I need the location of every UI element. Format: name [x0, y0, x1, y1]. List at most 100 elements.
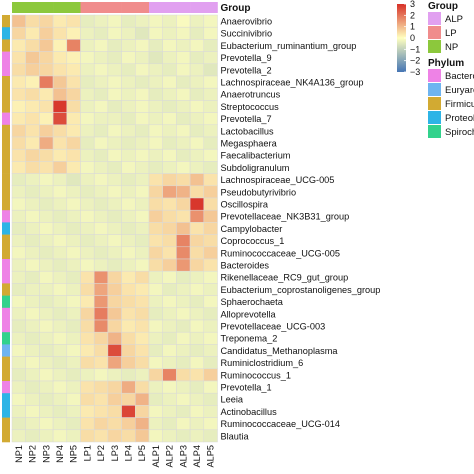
group-cell-ALP1: [149, 2, 163, 13]
cell-Bacteroides-LP3: [107, 258, 122, 272]
column-label: ALP4: [192, 445, 202, 467]
column-label: ALP5: [206, 445, 216, 467]
cell-Lachnospiraceae_NK4A136_group-LP4: [121, 75, 136, 89]
cell-Lachnospiraceae_NK4A136_group-NP3: [39, 75, 54, 89]
cell-Oscillospira-ALP1: [148, 197, 163, 211]
cell-Prevotellaceae_NK3B31_group-NP4: [52, 209, 68, 223]
cell-Anaerovibrio-NP4: [52, 14, 68, 28]
cell-Treponema_2-NP5: [66, 331, 81, 345]
cell-Prevotellaceae_UCG-003-ALP3: [176, 319, 191, 333]
cell-Faecalibacterium-ALP1: [148, 148, 163, 162]
cell-Prevotella_2-ALP1: [148, 63, 163, 77]
cell-Prevotella_2-LP5: [135, 63, 150, 77]
cell-Ruminococcaceae_UCG-005-NP2: [25, 246, 40, 260]
cell-Pseudobutyrivibrio-ALP4: [189, 185, 205, 199]
cell-Bacteroides-NP1: [11, 258, 26, 272]
cell-Prevotella_9-ALP2: [162, 51, 177, 65]
cell-Eubacterium_coprostanoligenes_group-ALP1: [148, 283, 163, 296]
cell-Alloprevotella-ALP3: [176, 307, 191, 321]
cell-Prevotella_9-ALP4: [189, 51, 205, 65]
cell-Oscillospira-NP4: [52, 197, 68, 211]
phylum-cell-Ruminococcaceae_UCG-005: [2, 246, 10, 260]
cell-Prevotella_9-NP4: [52, 51, 68, 65]
cell-Prevotella_1-LP4: [121, 380, 136, 394]
cell-Streptococcus-ALP2: [162, 100, 177, 113]
cell-Lachnospiraceae_NK4A136_group-ALP5: [203, 75, 218, 89]
cell-Ruminococcaceae_UCG-014-LP4: [121, 417, 136, 431]
cell-Campylobacter-LP4: [121, 222, 136, 235]
cell-Succinivibrio-LP4: [121, 26, 136, 40]
cell-Ruminiclostridium_6-NP1: [11, 356, 26, 370]
cell-Lachnospiraceae_UCG-005-LP1: [80, 173, 95, 187]
cell-Faecalibacterium-NP4: [52, 148, 68, 162]
group-cell-NP5: [66, 2, 81, 13]
cell-Bacteroides-ALP2: [162, 258, 177, 272]
cell-Ruminococcaceae_UCG-005-NP4: [52, 246, 68, 260]
cell-Ruminiclostridium_6-LP2: [93, 356, 109, 370]
cell-Streptococcus-ALP5: [203, 100, 218, 113]
cell-Eubacterium_ruminantium_group-NP2: [25, 39, 40, 52]
cell-Ruminiclostridium_6-NP3: [39, 356, 54, 370]
cell-Ruminococcus_1-LP1: [80, 368, 95, 382]
cell-Candidatus_Methanoplasma-ALP4: [189, 344, 205, 357]
cell-Prevotella_1-LP2: [93, 380, 109, 394]
cell-Streptococcus-LP4: [121, 100, 136, 113]
column-label: LP5: [137, 445, 147, 461]
cell-Anaerotruncus-NP5: [66, 87, 81, 101]
column-label: NP1: [14, 445, 24, 463]
cell-Candidatus_Methanoplasma-ALP1: [148, 344, 163, 357]
cell-Pseudobutyrivibrio-ALP2: [162, 185, 177, 199]
phylum-cell-Anaerovibrio: [2, 15, 10, 28]
cell-Lachnospiraceae_UCG-005-LP4: [121, 173, 136, 187]
cell-Rikenellaceae_RC9_gut_group-NP3: [39, 270, 54, 284]
cell-Rikenellaceae_RC9_gut_group-NP4: [52, 270, 68, 284]
cell-Blautia-LP2: [93, 429, 109, 443]
cell-Lactobacillus-LP5: [135, 124, 150, 138]
cell-Blautia-ALP4: [189, 429, 205, 443]
cell-Prevotella_7-ALP2: [162, 112, 177, 126]
group-cell-LP3: [107, 2, 122, 13]
cell-Oscillospira-ALP2: [162, 197, 177, 211]
cell-Treponema_2-LP5: [135, 331, 150, 345]
cell-Alloprevotella-ALP4: [189, 307, 205, 321]
cell-Sphaerochaeta-ALP1: [148, 295, 163, 309]
cell-Prevotella_9-NP3: [39, 51, 54, 65]
cell-Lachnospiraceae_NK4A136_group-NP2: [25, 75, 40, 89]
phylum-cell-Sphaerochaeta: [2, 295, 10, 309]
cell-Campylobacter-LP1: [80, 222, 95, 235]
group-annotation-bar: [12, 2, 218, 13]
cell-Megasphaera-ALP3: [176, 136, 191, 150]
cell-Subdoligranulum-NP5: [66, 161, 81, 174]
row-label: Campylobacter: [221, 224, 283, 234]
cell-Bacteroides-NP2: [25, 258, 40, 272]
cell-Actinobacillus-ALP1: [148, 405, 163, 418]
cell-Anaerovibrio-NP3: [39, 14, 54, 28]
cell-Leeia-ALP3: [176, 392, 191, 406]
cell-Anaerotruncus-LP1: [80, 87, 95, 101]
cell-Rikenellaceae_RC9_gut_group-ALP5: [203, 270, 218, 284]
cell-Ruminococcus_1-ALP5: [203, 368, 218, 382]
cell-Lactobacillus-LP1: [80, 124, 95, 138]
cell-Ruminococcus_1-NP4: [52, 368, 68, 382]
cell-Prevotellaceae_NK3B31_group-NP3: [39, 209, 54, 223]
cell-Leeia-LP4: [121, 392, 136, 406]
cell-Oscillospira-LP1: [80, 197, 95, 211]
cell-Oscillospira-ALP3: [176, 197, 191, 211]
cell-Prevotella_7-NP4: [52, 112, 68, 126]
row-label: Rikenellaceae_RC9_gut_group: [221, 273, 349, 283]
cell-Prevotellaceae_NK3B31_group-NP2: [25, 209, 40, 223]
cell-Prevotella_2-ALP3: [176, 63, 191, 77]
cell-Anaerovibrio-LP4: [121, 14, 136, 28]
cell-Oscillospira-NP5: [66, 197, 81, 211]
phylum-cell-Succinivibrio: [2, 27, 10, 40]
row-label: Treponema_2: [221, 334, 278, 344]
cell-Megasphaera-LP2: [93, 136, 109, 150]
cell-Ruminococcus_1-ALP1: [148, 368, 163, 382]
cell-Ruminococcaceae_UCG-014-ALP1: [148, 417, 163, 431]
cell-Campylobacter-ALP4: [189, 222, 205, 235]
group-cell-NP3: [39, 2, 54, 13]
row-label: Ruminococcaceae_UCG-005: [221, 248, 341, 258]
cell-Ruminococcaceae_UCG-014-NP5: [66, 417, 81, 431]
cell-Streptococcus-ALP4: [189, 100, 205, 113]
cell-Faecalibacterium-NP5: [66, 148, 81, 162]
